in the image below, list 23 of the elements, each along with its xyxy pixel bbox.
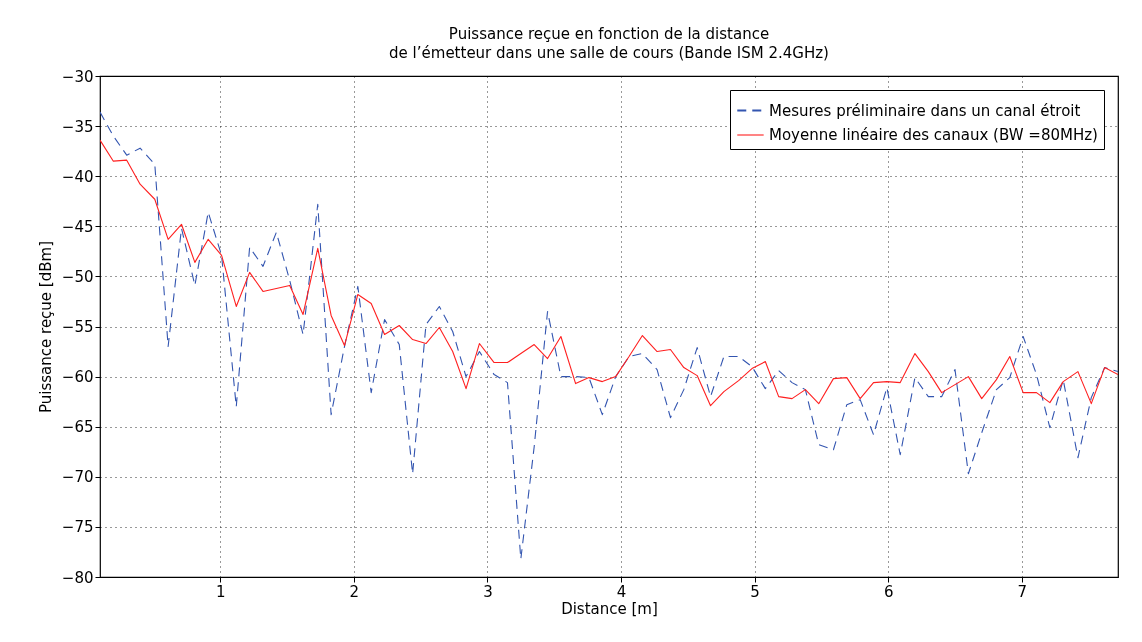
x-tick-label: 5 [750,582,760,601]
y-tick-label: −70 [61,468,94,487]
y-tick-label: −50 [61,267,94,286]
x-axis-title: Distance [m] [561,599,658,618]
legend-label: Moyenne linéaire des canaux (BW =80MHz) [769,126,1098,144]
x-tick-label: 7 [1017,582,1028,601]
y-tick-label: −80 [61,568,94,587]
x-tick-label: 2 [349,582,360,601]
y-tick-label: −60 [61,368,94,387]
x-tick-label: 3 [483,582,493,601]
y-tick-label: −55 [61,318,94,336]
legend-label: Mesures préliminaire dans un canal étroit [769,101,1081,120]
y-tick-label: −40 [61,167,94,186]
y-tick-label: −75 [61,518,94,537]
y-axis-title: Puissance reçue [dBm] [36,241,55,413]
x-tick-label: 1 [215,582,226,601]
x-tick-label: 4 [616,582,627,601]
y-tick-label: −30 [61,67,94,86]
y-tick-label: −65 [61,418,94,437]
chart-title: Puissance reçue en fonction de la distance de l’émetteur dans une salle de cours (Bande ISM 2.4GHz) [389,25,829,62]
y-tick-label: −45 [61,217,94,236]
x-tick-label: 6 [883,582,894,601]
y-tick-label: −35 [61,117,94,136]
